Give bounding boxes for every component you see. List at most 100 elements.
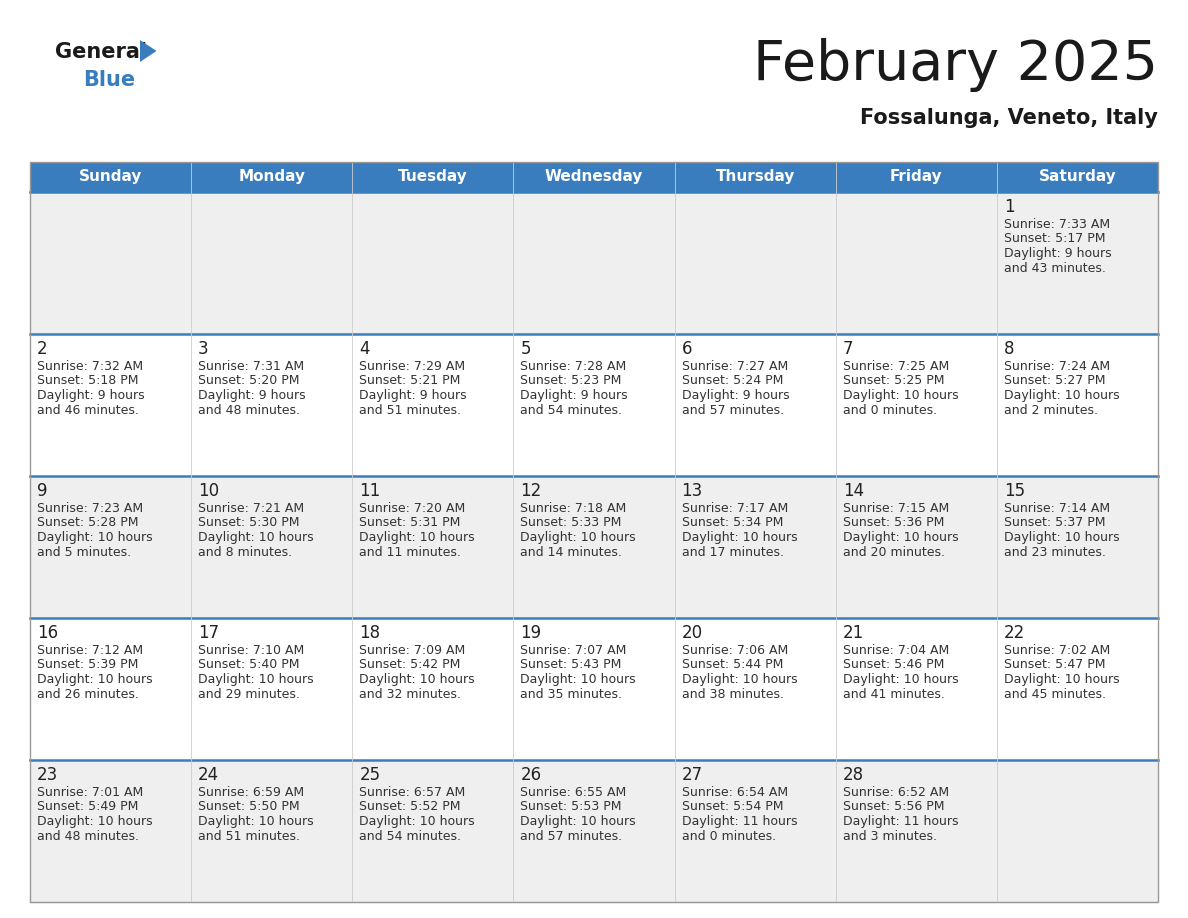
Text: Sunset: 5:25 PM: Sunset: 5:25 PM xyxy=(842,375,944,387)
Text: Sunset: 5:23 PM: Sunset: 5:23 PM xyxy=(520,375,621,387)
Text: Thursday: Thursday xyxy=(715,170,795,185)
Text: and 3 minutes.: and 3 minutes. xyxy=(842,830,936,843)
Text: 18: 18 xyxy=(359,624,380,642)
Text: and 48 minutes.: and 48 minutes. xyxy=(37,830,139,843)
Text: General: General xyxy=(55,42,147,62)
Text: Sunrise: 7:31 AM: Sunrise: 7:31 AM xyxy=(198,360,304,373)
Text: Friday: Friday xyxy=(890,170,942,185)
Text: Daylight: 10 hours: Daylight: 10 hours xyxy=(198,531,314,544)
Text: Sunset: 5:42 PM: Sunset: 5:42 PM xyxy=(359,658,461,671)
Text: and 45 minutes.: and 45 minutes. xyxy=(1004,688,1106,700)
Text: Daylight: 10 hours: Daylight: 10 hours xyxy=(842,531,959,544)
Text: Sunset: 5:28 PM: Sunset: 5:28 PM xyxy=(37,517,139,530)
Text: Sunset: 5:30 PM: Sunset: 5:30 PM xyxy=(198,517,299,530)
Text: 5: 5 xyxy=(520,340,531,358)
Text: and 29 minutes.: and 29 minutes. xyxy=(198,688,301,700)
Text: Sunrise: 7:09 AM: Sunrise: 7:09 AM xyxy=(359,644,466,657)
Text: Daylight: 10 hours: Daylight: 10 hours xyxy=(198,815,314,828)
Text: Daylight: 10 hours: Daylight: 10 hours xyxy=(198,673,314,686)
Text: and 43 minutes.: and 43 minutes. xyxy=(1004,262,1106,274)
Text: Sunrise: 7:04 AM: Sunrise: 7:04 AM xyxy=(842,644,949,657)
Text: Sunset: 5:50 PM: Sunset: 5:50 PM xyxy=(198,800,299,813)
Text: Sunset: 5:40 PM: Sunset: 5:40 PM xyxy=(198,658,299,671)
Bar xyxy=(30,760,1158,902)
Text: and 26 minutes.: and 26 minutes. xyxy=(37,688,139,700)
Bar xyxy=(30,192,1158,334)
Text: Sunrise: 7:29 AM: Sunrise: 7:29 AM xyxy=(359,360,466,373)
Text: 22: 22 xyxy=(1004,624,1025,642)
Text: Daylight: 10 hours: Daylight: 10 hours xyxy=(842,673,959,686)
Text: and 51 minutes.: and 51 minutes. xyxy=(359,404,461,417)
Text: 4: 4 xyxy=(359,340,369,358)
Text: 28: 28 xyxy=(842,766,864,784)
Text: and 5 minutes.: and 5 minutes. xyxy=(37,545,131,558)
Text: Daylight: 9 hours: Daylight: 9 hours xyxy=(682,389,789,402)
Text: Daylight: 10 hours: Daylight: 10 hours xyxy=(359,673,475,686)
Text: and 57 minutes.: and 57 minutes. xyxy=(520,830,623,843)
Text: Sunday: Sunday xyxy=(78,170,143,185)
Bar xyxy=(30,618,1158,760)
Text: Sunset: 5:53 PM: Sunset: 5:53 PM xyxy=(520,800,623,813)
Text: and 20 minutes.: and 20 minutes. xyxy=(842,545,944,558)
Text: Daylight: 11 hours: Daylight: 11 hours xyxy=(842,815,959,828)
Text: Sunrise: 7:27 AM: Sunrise: 7:27 AM xyxy=(682,360,788,373)
Text: Sunrise: 7:21 AM: Sunrise: 7:21 AM xyxy=(198,502,304,515)
Text: Daylight: 10 hours: Daylight: 10 hours xyxy=(359,531,475,544)
Polygon shape xyxy=(140,40,157,62)
Text: 23: 23 xyxy=(37,766,58,784)
Text: Sunset: 5:20 PM: Sunset: 5:20 PM xyxy=(198,375,299,387)
Text: and 35 minutes.: and 35 minutes. xyxy=(520,688,623,700)
Bar xyxy=(30,162,1158,192)
Text: Daylight: 9 hours: Daylight: 9 hours xyxy=(198,389,305,402)
Text: and 46 minutes.: and 46 minutes. xyxy=(37,404,139,417)
Text: Daylight: 10 hours: Daylight: 10 hours xyxy=(37,531,152,544)
Text: and 11 minutes.: and 11 minutes. xyxy=(359,545,461,558)
Text: and 41 minutes.: and 41 minutes. xyxy=(842,688,944,700)
Text: Sunset: 5:44 PM: Sunset: 5:44 PM xyxy=(682,658,783,671)
Text: Sunset: 5:31 PM: Sunset: 5:31 PM xyxy=(359,517,461,530)
Text: Sunrise: 7:17 AM: Sunrise: 7:17 AM xyxy=(682,502,788,515)
Text: Daylight: 10 hours: Daylight: 10 hours xyxy=(682,673,797,686)
Text: 24: 24 xyxy=(198,766,220,784)
Text: Daylight: 10 hours: Daylight: 10 hours xyxy=(37,815,152,828)
Text: 15: 15 xyxy=(1004,482,1025,500)
Text: and 48 minutes.: and 48 minutes. xyxy=(198,404,301,417)
Text: 26: 26 xyxy=(520,766,542,784)
Text: Daylight: 11 hours: Daylight: 11 hours xyxy=(682,815,797,828)
Text: Sunset: 5:49 PM: Sunset: 5:49 PM xyxy=(37,800,138,813)
Text: Daylight: 10 hours: Daylight: 10 hours xyxy=(842,389,959,402)
Text: Blue: Blue xyxy=(83,70,135,90)
Text: 7: 7 xyxy=(842,340,853,358)
Text: Daylight: 10 hours: Daylight: 10 hours xyxy=(1004,673,1119,686)
Text: Sunrise: 7:28 AM: Sunrise: 7:28 AM xyxy=(520,360,627,373)
Text: Sunrise: 6:54 AM: Sunrise: 6:54 AM xyxy=(682,786,788,799)
Text: 8: 8 xyxy=(1004,340,1015,358)
Text: Fossalunga, Veneto, Italy: Fossalunga, Veneto, Italy xyxy=(860,108,1158,128)
Text: Sunrise: 7:25 AM: Sunrise: 7:25 AM xyxy=(842,360,949,373)
Text: Sunset: 5:47 PM: Sunset: 5:47 PM xyxy=(1004,658,1105,671)
Text: Sunset: 5:27 PM: Sunset: 5:27 PM xyxy=(1004,375,1105,387)
Text: 10: 10 xyxy=(198,482,220,500)
Text: Daylight: 10 hours: Daylight: 10 hours xyxy=(1004,389,1119,402)
Text: Sunrise: 7:02 AM: Sunrise: 7:02 AM xyxy=(1004,644,1110,657)
Text: 21: 21 xyxy=(842,624,864,642)
Text: 16: 16 xyxy=(37,624,58,642)
Text: and 54 minutes.: and 54 minutes. xyxy=(359,830,461,843)
Text: Daylight: 10 hours: Daylight: 10 hours xyxy=(520,673,636,686)
Text: Daylight: 9 hours: Daylight: 9 hours xyxy=(1004,247,1112,260)
Text: Sunrise: 6:52 AM: Sunrise: 6:52 AM xyxy=(842,786,949,799)
Text: and 17 minutes.: and 17 minutes. xyxy=(682,545,784,558)
Text: Sunrise: 7:15 AM: Sunrise: 7:15 AM xyxy=(842,502,949,515)
Text: Daylight: 9 hours: Daylight: 9 hours xyxy=(359,389,467,402)
Text: Sunrise: 7:07 AM: Sunrise: 7:07 AM xyxy=(520,644,627,657)
Bar xyxy=(30,162,1158,902)
Text: Daylight: 10 hours: Daylight: 10 hours xyxy=(682,531,797,544)
Text: 11: 11 xyxy=(359,482,380,500)
Text: Sunrise: 6:55 AM: Sunrise: 6:55 AM xyxy=(520,786,627,799)
Text: and 0 minutes.: and 0 minutes. xyxy=(682,830,776,843)
Text: Daylight: 10 hours: Daylight: 10 hours xyxy=(520,815,636,828)
Text: Daylight: 10 hours: Daylight: 10 hours xyxy=(1004,531,1119,544)
Text: and 8 minutes.: and 8 minutes. xyxy=(198,545,292,558)
Text: Sunrise: 7:14 AM: Sunrise: 7:14 AM xyxy=(1004,502,1110,515)
Text: Sunrise: 7:18 AM: Sunrise: 7:18 AM xyxy=(520,502,627,515)
